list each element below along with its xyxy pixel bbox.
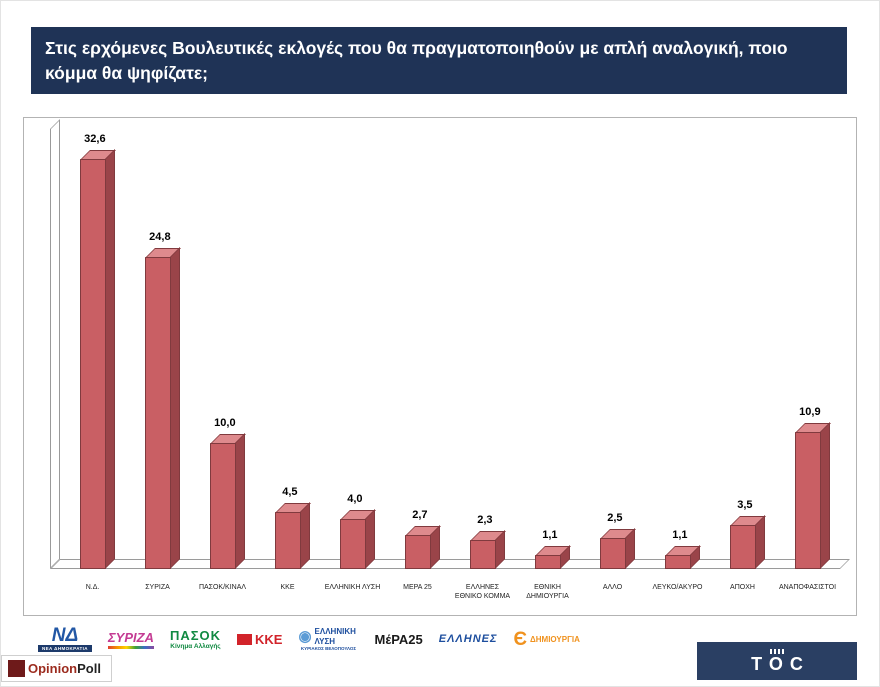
bar: 4,0 (339, 493, 376, 569)
bar-column: 2,7 (385, 509, 450, 569)
bar-column: 2,3 (450, 514, 515, 569)
x-axis-label: ΕΘΝΙΚΗ ΔΗΜΙΟΥΡΓΙΑ (526, 583, 569, 600)
bar-value-label: 3,5 (737, 499, 753, 511)
logo-caption-text: ΚΥΡΙΑΚΟΣ ΒΕΛΟΠΟΥΛΟΣ (300, 645, 357, 651)
bar-chart: 32,6 24,8 10,0 4,5 4,0 2,7 2,3 1,1 2,5 1,1 3,5 10,9… (23, 117, 857, 616)
bar-side-face (234, 433, 245, 569)
logo-row: ΕΛΛΗΝΕΣ (439, 633, 498, 645)
chart-left-wall (50, 119, 60, 569)
logo-main-text: ΕΛΛΗΝΕΣ (438, 633, 498, 645)
x-axis-labels: Ν.Δ. ΣΥΡΙΖΑ ΠΑΣΟΚ/ΚΙΝΑΛ ΚΚΕ ΕΛΛΗΝΙΚΗ ΛΥΣΗ ΜΕΡ… (60, 583, 840, 601)
logo-row: Є ΔΗΜΙΟΥΡΓΙΑ (513, 630, 579, 649)
bar: 1,1 (664, 529, 701, 569)
logo-caption-text: ΝΕΑ ΔΗΜΟΚΡΑΤΙΑ (38, 645, 92, 652)
x-axis-label: ΕΛΛΗΝΙΚΗ ΛΥΣΗ (324, 583, 381, 591)
bar-column: 4,5 (255, 486, 320, 569)
elliniki-lysi-emblem-icon: ◉ (298, 628, 312, 645)
logo-row: ◉ ΕΛΛΗΝΙΚΗ ΛΥΣΗ (298, 627, 358, 645)
x-axis-label: ΣΥΡΙΖΑ (145, 583, 170, 591)
logo-ellines: ΕΛΛΗΝΕΣ (435, 632, 501, 646)
opinionpoll-logo: OpinionPoll (1, 655, 112, 682)
bar-value-label: 2,7 (412, 509, 428, 521)
poll-question-banner: Στις ερχόμενες Βουλευτικές εκλογές που θ… (31, 27, 847, 94)
logo-main-text: ΕΛΛΗΝΙΚΗ ΛΥΣΗ (314, 627, 356, 646)
bar: 24,8 (144, 231, 181, 569)
party-logos-row: ΝΔ ΝΕΑ ΔΗΜΟΚΡΑΤΙΑ ΣΥΡΙΖΑ ΠΑΣΟΚ Κίνημα Αλλαγή… (35, 619, 583, 659)
x-axis-label: Ν.Δ. (85, 583, 100, 591)
logo-elliniki-lysi: ◉ ΕΛΛΗΝΙΚΗ ΛΥΣΗ ΚΥΡΙΑΚΟΣ ΒΕΛΟΠΟΥΛΟΣ (295, 626, 362, 652)
bar-column: 4,0 (320, 493, 385, 569)
toc-logo: TOC (697, 642, 857, 680)
logo-dimiourgia: Є ΔΗΜΙΟΥΡΓΙΑ (510, 628, 583, 650)
bar-column: 10,0 (190, 417, 255, 569)
logo-stripe (107, 645, 154, 649)
bar-side-face (819, 422, 830, 569)
opinionpoll-text: OpinionPoll (28, 661, 101, 676)
bar: 10,9 (794, 406, 831, 569)
bar-value-label: 4,0 (347, 493, 363, 505)
poll-question-text: Στις ερχόμενες Βουλευτικές εκλογές που θ… (45, 38, 788, 83)
logo-main-text: ΔΗΜΙΟΥΡΓΙΑ (530, 634, 580, 644)
bar-value-label: 10,9 (799, 406, 821, 418)
x-axis-label: ΕΛΛΗΝΕΣ ΕΘΝΙΚΟ ΚΟΜΜΑ (454, 583, 511, 600)
bar-side-face (754, 515, 765, 569)
kke-flag-icon (237, 633, 252, 645)
bar-side-face (104, 149, 115, 569)
logo-main-text: ΚΚΕ (255, 631, 283, 647)
x-axis-label: ΑΠΟΧΗ (730, 583, 755, 591)
bar-side-face (299, 502, 310, 569)
bar-column: 10,9 (775, 406, 840, 569)
logo-row: ΣΥΡΙΖΑ (108, 630, 154, 645)
bar: 2,3 (469, 514, 506, 569)
logo-kke: ΚΚΕ (234, 630, 286, 648)
bar-value-label: 32,6 (84, 133, 106, 145)
x-axis-label: ΜΕΡΑ 25 (403, 583, 432, 591)
bar-value-label: 2,5 (607, 512, 623, 524)
bar-column: 24,8 (125, 231, 190, 569)
x-axis-label: ΚΚΕ (280, 583, 295, 591)
bar-value-label: 1,1 (672, 529, 688, 541)
bar: 2,7 (404, 509, 441, 569)
logo-row: ΚΚΕ (237, 632, 282, 647)
logo-main-text: ΣΥΡΙΖΑ (107, 629, 154, 645)
bar-column: 2,5 (580, 512, 645, 569)
logo-main-text: ΝΔ (51, 625, 79, 646)
logo-nea-dimokratia: ΝΔ ΝΕΑ ΔΗΜΟΚΡΑΤΙΑ (35, 625, 95, 653)
bar-column: 3,5 (710, 499, 775, 569)
bar-value-label: 10,0 (214, 417, 236, 429)
bar-column: 1,1 (645, 529, 710, 569)
bar: 10,0 (209, 417, 246, 569)
logo-row: ΜέΡΑ25 (375, 632, 423, 647)
logo-row: ΝΔ (52, 626, 78, 645)
logo-mera25: ΜέΡΑ25 (371, 630, 426, 648)
bar-value-label: 2,3 (477, 514, 493, 526)
x-axis-label: ΛΕΥΚΟ/ΑΚΥΡΟ (652, 583, 703, 591)
logo-row: ΠΑΣΟΚ (170, 628, 221, 643)
logo-pasok: ΠΑΣΟΚ Κίνημα Αλλαγής (166, 627, 225, 651)
logo-main-text: ΜέΡΑ25 (374, 631, 423, 647)
x-axis-label: ΠΑΣΟΚ/ΚΙΝΑΛ (198, 583, 247, 591)
dimiourgia-emblem-icon: Є (513, 628, 527, 650)
bar: 2,5 (599, 512, 636, 569)
bar-column: 1,1 (515, 529, 580, 569)
bar: 4,5 (274, 486, 311, 569)
bar-column: 32,6 (60, 133, 125, 569)
bar-side-face (169, 247, 180, 569)
toc-text: TOC (751, 654, 810, 674)
bars-area: 32,6 24,8 10,0 4,5 4,0 2,7 2,3 1,1 2,5 1,1 3,5 10,9 (60, 129, 840, 569)
bar: 1,1 (534, 529, 571, 569)
x-axis-label: ΑΝΑΠΟΦΑΣΙΣΤΟΙ (778, 583, 837, 591)
bar: 32,6 (79, 133, 116, 569)
bar-side-face (364, 509, 375, 569)
logo-syriza: ΣΥΡΙΖΑ (104, 628, 157, 650)
toc-antenna-icon (770, 649, 784, 654)
bar-value-label: 24,8 (149, 231, 171, 243)
bar: 3,5 (729, 499, 766, 569)
bar-value-label: 1,1 (542, 529, 558, 541)
logo-caption-text: Κίνημα Αλλαγής (170, 643, 221, 650)
x-axis-label: ΑΛΛΟ (602, 583, 623, 591)
logo-main-text: ΠΑΣΟΚ (169, 628, 222, 643)
opinionpoll-mark-icon (8, 660, 25, 677)
bar-value-label: 4,5 (282, 486, 298, 498)
